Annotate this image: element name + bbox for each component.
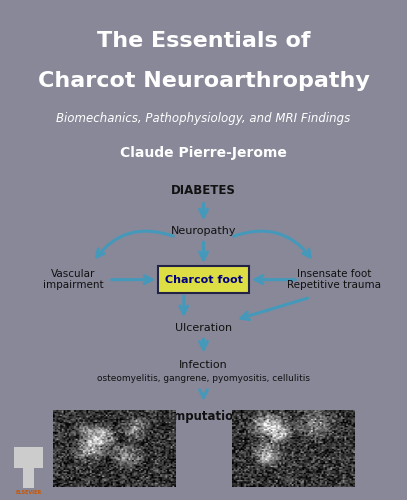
Text: Infection: Infection	[179, 360, 228, 370]
Text: Charcot foot: Charcot foot	[164, 274, 243, 284]
FancyBboxPatch shape	[158, 266, 249, 293]
Text: Insensate foot
Repetitive trauma: Insensate foot Repetitive trauma	[287, 269, 381, 290]
Text: ELSEVIER: ELSEVIER	[15, 490, 42, 494]
Bar	[23, 466, 34, 487]
Text: Neuropathy: Neuropathy	[171, 226, 236, 236]
Text: Claude Pierre-Jerome: Claude Pierre-Jerome	[120, 146, 287, 160]
Text: The Essentials of: The Essentials of	[97, 31, 310, 51]
Text: Vascular
impairment: Vascular impairment	[43, 269, 103, 290]
Text: Ulceration: Ulceration	[175, 323, 232, 333]
Text: osteomyelitis, gangrene, pyomyositis, cellulitis: osteomyelitis, gangrene, pyomyositis, ce…	[97, 374, 310, 382]
Bar	[14, 447, 43, 468]
Text: Biomechanics, Pathophysiology, and MRI Findings: Biomechanics, Pathophysiology, and MRI F…	[57, 112, 350, 124]
Text: DIABETES: DIABETES	[171, 184, 236, 198]
Text: Amputation: Amputation	[165, 410, 242, 423]
Text: Charcot Neuroarthropathy: Charcot Neuroarthropathy	[37, 71, 370, 91]
